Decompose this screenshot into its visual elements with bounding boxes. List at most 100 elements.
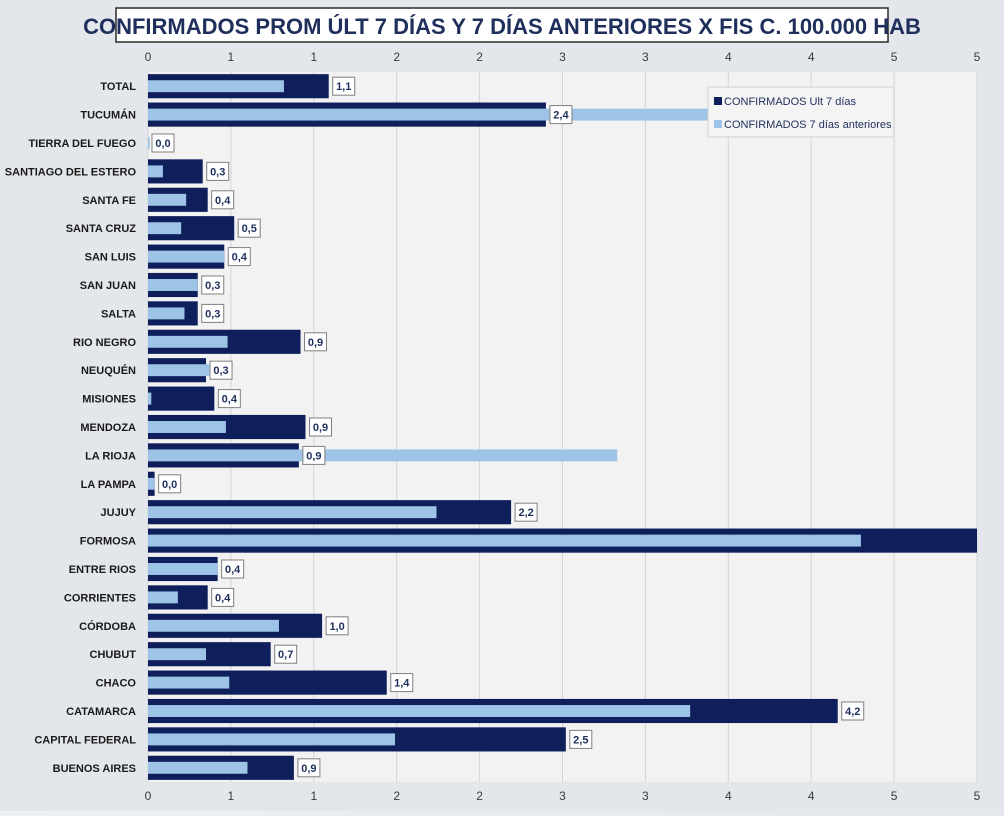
- data-label-box: [549, 105, 573, 125]
- bar-previous: [148, 733, 396, 746]
- data-label-box: [302, 445, 326, 465]
- x-tick-label-top: 1: [310, 50, 317, 64]
- data-label: 1,4: [394, 678, 410, 690]
- data-label: 0,0: [162, 479, 177, 491]
- data-label: 0,9: [301, 763, 316, 775]
- bar-previous: [148, 477, 155, 490]
- data-label: 0,4: [232, 252, 248, 264]
- bar-previous: [148, 335, 228, 348]
- category-label: MISIONES: [82, 394, 136, 406]
- data-label-box: [206, 161, 230, 181]
- bar-previous: [148, 761, 248, 774]
- legend-label-current: CONFIRMADOS Ult 7 días: [724, 96, 857, 108]
- data-label-box: [217, 389, 241, 409]
- data-label: 0,3: [213, 365, 228, 377]
- category-label: TUCUMÁN: [80, 109, 136, 122]
- data-label: 0,3: [210, 166, 225, 178]
- x-tick-label-bottom: 1: [228, 789, 235, 803]
- x-tick-label-bottom: 4: [725, 789, 732, 803]
- bar-previous: [148, 563, 218, 575]
- bar-previous: [148, 534, 861, 547]
- data-label: 0,4: [222, 394, 238, 406]
- category-label: SALTA: [101, 308, 136, 320]
- category-label: TIERRA DEL FUEGO: [28, 138, 136, 150]
- bar-previous: [148, 165, 163, 178]
- category-label: TOTAL: [100, 81, 136, 93]
- category-label: BUENOS AIRES: [53, 763, 136, 775]
- data-label: 2,5: [573, 734, 588, 746]
- data-label-box: [297, 758, 321, 778]
- category-label: NEUQUÉN: [81, 364, 136, 377]
- bar-previous: [148, 307, 185, 320]
- x-tick-label-top: 2: [476, 50, 483, 64]
- x-tick-label-bottom: 0: [145, 789, 152, 803]
- bar-previous: [148, 506, 437, 519]
- legend: CONFIRMADOS Ult 7 días CONFIRMADOS 7 día…: [707, 86, 895, 138]
- data-label-box: [841, 701, 865, 721]
- bar-previous: [148, 421, 226, 433]
- data-label-box: [211, 190, 235, 210]
- x-tick-label-top: 0: [145, 50, 152, 64]
- data-label-box: [158, 474, 182, 494]
- bar-previous: [148, 137, 150, 149]
- x-tick-label-bottom: 4: [808, 789, 815, 803]
- x-tick-label-bottom: 1: [310, 789, 317, 803]
- data-label: 0,4: [225, 564, 241, 576]
- category-label: SANTA FE: [82, 195, 136, 207]
- bar-previous: [148, 364, 210, 377]
- x-axis-top-ticks: 0 1 1 2 2 3 3 4 4 5 5: [145, 50, 981, 64]
- bar-previous: [148, 619, 279, 632]
- x-tick-label-top: 3: [559, 50, 566, 64]
- bar-previous: [148, 80, 284, 93]
- x-tick-label-top: 2: [393, 50, 400, 64]
- data-label-box: [237, 218, 261, 238]
- data-label-box: [201, 303, 225, 323]
- data-label: 1,0: [329, 621, 344, 633]
- data-label-box: [201, 275, 225, 295]
- category-label: CAPITAL FEDERAL: [34, 734, 136, 746]
- data-label-box: [211, 587, 235, 607]
- data-label-box: [274, 644, 298, 664]
- data-label: 0,0: [155, 138, 170, 150]
- data-label-box: [569, 729, 593, 749]
- x-tick-label-bottom: 5: [891, 789, 898, 803]
- category-label: CHACO: [96, 678, 137, 690]
- bar-previous: [148, 705, 691, 717]
- x-tick-label-top: 4: [808, 50, 815, 64]
- category-label: SAN JUAN: [80, 280, 136, 292]
- x-tick-label-bottom: 2: [476, 789, 483, 803]
- x-tick-label-top: 5: [891, 50, 898, 64]
- bar-previous: [148, 591, 178, 604]
- data-label-box: [151, 133, 175, 153]
- x-axis-bottom-ticks: 0 1 1 2 2 3 3 4 4 5 5: [145, 789, 981, 803]
- legend-swatch-previous: [714, 120, 722, 128]
- category-label: CORRIENTES: [64, 592, 136, 604]
- category-label: CHUBUT: [90, 649, 137, 661]
- category-label: SANTA CRUZ: [66, 223, 137, 235]
- bar-previous: [148, 108, 712, 121]
- x-tick-label-bottom: 2: [393, 789, 400, 803]
- x-tick-label-bottom: 3: [642, 789, 649, 803]
- category-label: LA PAMPA: [81, 479, 136, 491]
- data-label: 0,4: [215, 195, 231, 207]
- series-previous-bars: [148, 80, 861, 774]
- data-label-box: [390, 673, 414, 693]
- category-label: LA RIOJA: [85, 450, 136, 462]
- data-label: 0,3: [205, 280, 220, 292]
- category-label: CÓRDOBA: [79, 620, 136, 633]
- category-label: RIO NEGRO: [73, 337, 136, 349]
- data-label: 0,4: [215, 592, 231, 604]
- category-label: SANTIAGO DEL ESTERO: [5, 166, 137, 178]
- data-label-box: [227, 247, 251, 267]
- category-label: SAN LUIS: [85, 252, 136, 264]
- data-label: 0,5: [242, 223, 257, 235]
- category-label: CATAMARCA: [66, 706, 136, 718]
- category-label: FORMOSA: [80, 536, 136, 548]
- bar-previous: [148, 392, 152, 405]
- x-tick-label-bottom: 5: [974, 789, 981, 803]
- data-label-box: [221, 559, 245, 579]
- data-label-box: [304, 332, 328, 352]
- chart-title: CONFIRMADOS PROM ÚLT 7 DÍAS Y 7 DÍAS ANT…: [83, 14, 921, 39]
- x-tick-label-top: 3: [642, 50, 649, 64]
